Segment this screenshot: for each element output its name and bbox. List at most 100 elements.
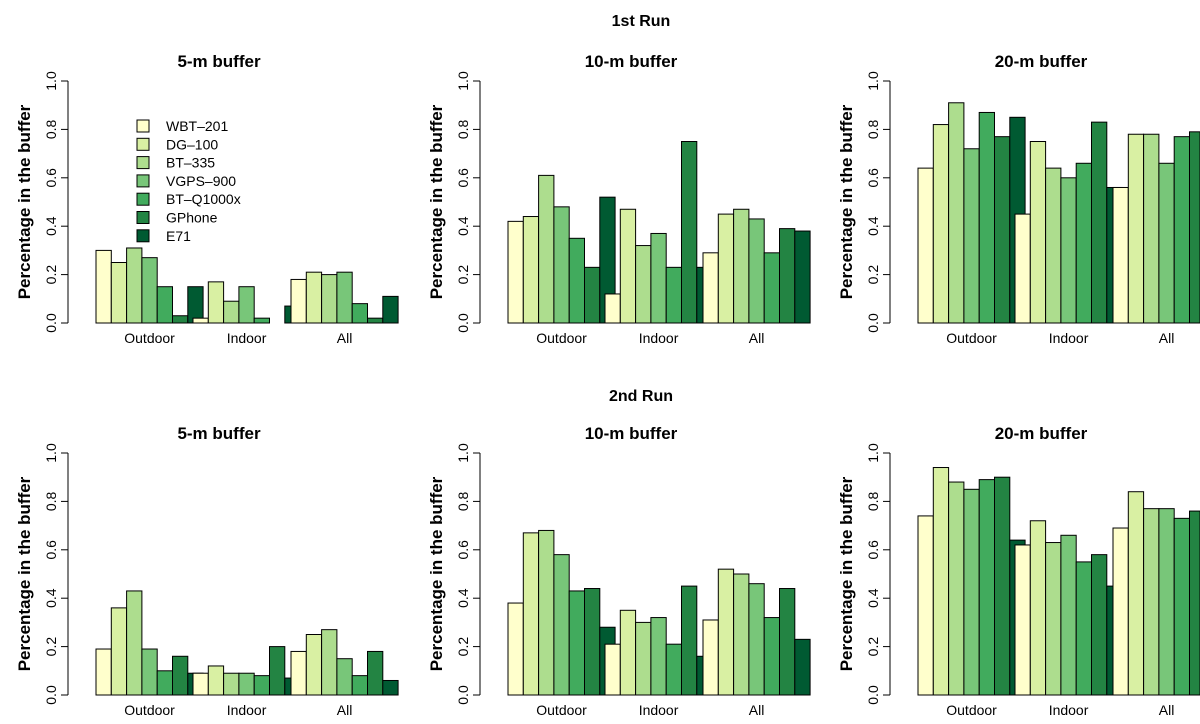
x-tick-label: Outdoor bbox=[536, 702, 587, 718]
legend-item: DG–100 bbox=[137, 136, 218, 152]
bar bbox=[666, 267, 681, 323]
x-tick-label: All bbox=[749, 702, 765, 718]
bar bbox=[1128, 492, 1143, 695]
y-tick-label: 0.4 bbox=[865, 216, 881, 236]
x-tick-label: All bbox=[1159, 702, 1175, 718]
bar bbox=[979, 112, 994, 323]
y-tick-label: 0.8 bbox=[865, 119, 881, 139]
bar bbox=[1076, 163, 1091, 323]
bar bbox=[127, 591, 142, 695]
bar bbox=[539, 175, 554, 323]
bar bbox=[718, 569, 733, 695]
legend-label: GPhone bbox=[166, 210, 218, 226]
bar bbox=[508, 603, 523, 695]
bar bbox=[1092, 122, 1107, 323]
y-tick-label: 0.6 bbox=[865, 168, 881, 188]
bar bbox=[734, 574, 749, 695]
legend-swatch bbox=[137, 175, 149, 187]
bar bbox=[270, 647, 285, 695]
bar bbox=[918, 168, 933, 323]
y-tick-label: 0.6 bbox=[43, 540, 59, 560]
y-tick-label: 0.6 bbox=[865, 540, 881, 560]
y-axis-label: Percentage in the buffer bbox=[427, 104, 446, 299]
legend-swatch bbox=[137, 230, 149, 242]
bar bbox=[352, 676, 367, 695]
y-axis-label: Percentage in the buffer bbox=[15, 104, 34, 299]
bar bbox=[764, 253, 779, 323]
legend-swatch bbox=[137, 120, 149, 132]
bar bbox=[749, 584, 764, 695]
x-tick-label: Indoor bbox=[1049, 330, 1089, 346]
bar bbox=[291, 279, 306, 323]
y-tick-label: 0.4 bbox=[43, 216, 59, 236]
y-tick-label: 0.0 bbox=[43, 313, 59, 333]
bar bbox=[539, 530, 554, 695]
bar bbox=[208, 282, 223, 323]
y-tick-label: 0.6 bbox=[43, 168, 59, 188]
legend-label: BT–335 bbox=[166, 155, 215, 171]
bar bbox=[795, 639, 810, 695]
bar bbox=[523, 533, 538, 695]
y-axis-label: Percentage in the buffer bbox=[15, 476, 34, 671]
legend-swatch bbox=[137, 212, 149, 224]
bar bbox=[322, 275, 337, 323]
x-tick-label: All bbox=[749, 330, 765, 346]
x-tick-label: All bbox=[337, 330, 353, 346]
bar bbox=[142, 258, 157, 323]
bar bbox=[1159, 163, 1174, 323]
bar bbox=[111, 608, 126, 695]
bar bbox=[795, 231, 810, 323]
y-tick-label: 0.8 bbox=[43, 119, 59, 139]
bar bbox=[1190, 132, 1200, 323]
bar bbox=[306, 635, 321, 696]
bar bbox=[254, 676, 269, 695]
bar bbox=[764, 618, 779, 695]
y-tick-label: 0.2 bbox=[43, 637, 59, 657]
bar bbox=[918, 516, 933, 695]
bar bbox=[1159, 509, 1174, 695]
x-tick-label: Outdoor bbox=[946, 330, 997, 346]
bar bbox=[585, 267, 600, 323]
legend-label: E71 bbox=[166, 228, 191, 244]
y-tick-label: 1.0 bbox=[455, 71, 471, 91]
bar bbox=[620, 610, 635, 695]
bar bbox=[224, 673, 239, 695]
legend-label: WBT–201 bbox=[166, 118, 228, 134]
bar bbox=[949, 482, 964, 695]
bar bbox=[666, 644, 681, 695]
legend-item: WBT–201 bbox=[137, 118, 228, 134]
bar bbox=[749, 219, 764, 323]
run-title-1: 1st Run bbox=[612, 13, 671, 30]
bar bbox=[620, 209, 635, 323]
bar bbox=[569, 591, 584, 695]
bar bbox=[949, 103, 964, 323]
bar bbox=[651, 618, 666, 695]
legend-label: DG–100 bbox=[166, 136, 218, 152]
y-tick-label: 0.2 bbox=[43, 265, 59, 285]
bar bbox=[1061, 178, 1076, 323]
bar bbox=[208, 666, 223, 695]
bar bbox=[1046, 543, 1061, 695]
y-tick-label: 0.4 bbox=[43, 588, 59, 608]
y-tick-label: 0.2 bbox=[865, 265, 881, 285]
legend-swatch bbox=[137, 193, 149, 205]
bar bbox=[173, 316, 188, 323]
bar bbox=[508, 221, 523, 323]
y-tick-label: 1.0 bbox=[43, 443, 59, 463]
bar bbox=[780, 229, 795, 323]
bar bbox=[188, 287, 203, 323]
bar bbox=[337, 272, 352, 323]
bar bbox=[682, 586, 697, 695]
y-axis-label: Percentage in the buffer bbox=[837, 476, 856, 671]
x-tick-label: Outdoor bbox=[536, 330, 587, 346]
y-tick-label: 0.8 bbox=[455, 491, 471, 511]
bar bbox=[569, 238, 584, 323]
x-tick-label: All bbox=[337, 702, 353, 718]
y-tick-label: 0.2 bbox=[455, 265, 471, 285]
bar bbox=[651, 233, 666, 323]
bar bbox=[239, 287, 254, 323]
legend-item: E71 bbox=[137, 228, 191, 244]
legend: WBT–201DG–100BT–335VGPS–900BT–Q1000xGPho… bbox=[137, 118, 241, 244]
